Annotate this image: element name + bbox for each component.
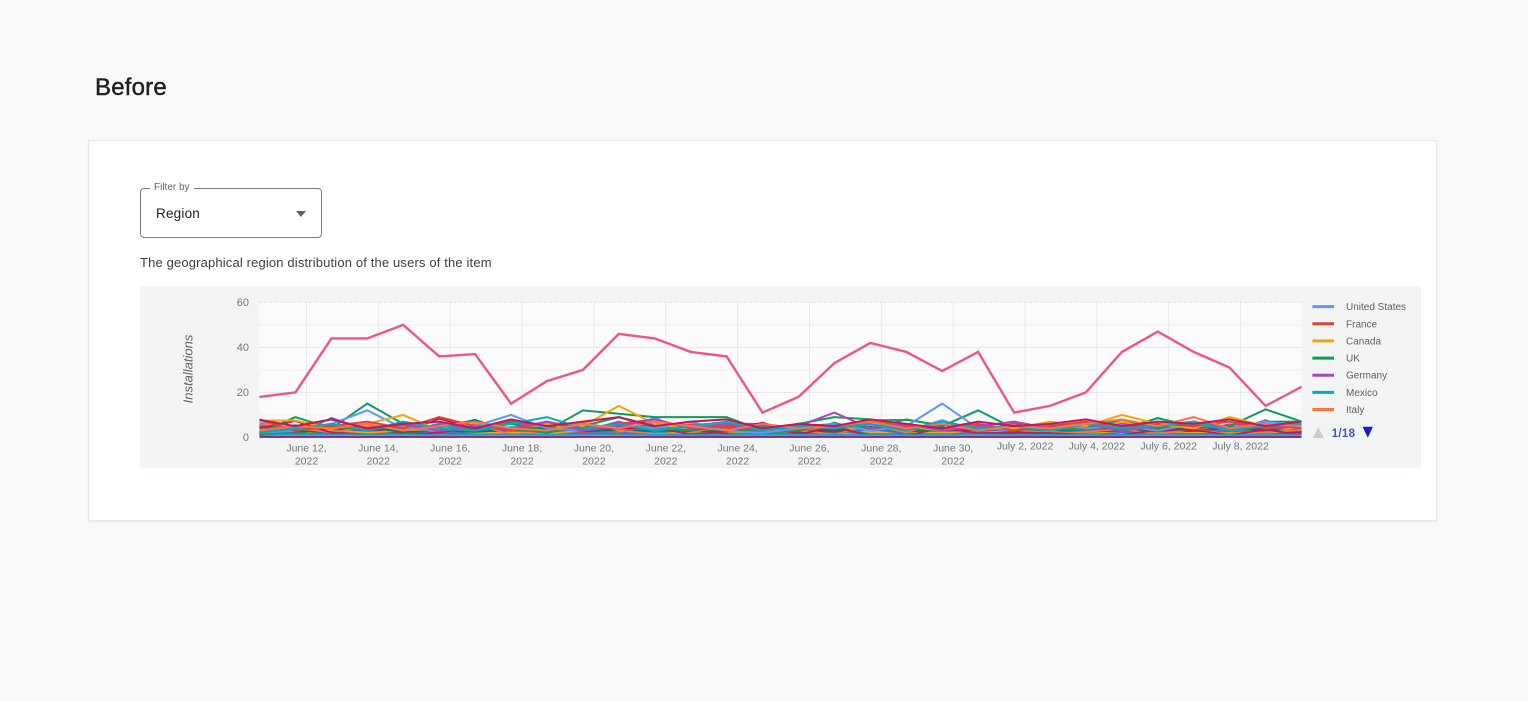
svg-text:2022: 2022 (798, 456, 822, 468)
svg-text:June 20,: June 20, (574, 443, 614, 455)
svg-text:June 14,: June 14, (358, 443, 398, 455)
svg-text:June 16,: June 16, (430, 443, 470, 455)
svg-text:1/18: 1/18 (1332, 428, 1356, 440)
svg-text:2022: 2022 (367, 456, 391, 468)
svg-text:July 8, 2022: July 8, 2022 (1212, 441, 1269, 453)
svg-text:July 6, 2022: July 6, 2022 (1140, 441, 1197, 453)
svg-text:Italy: Italy (1346, 405, 1364, 416)
svg-text:Mexico: Mexico (1346, 388, 1378, 399)
svg-text:2022: 2022 (870, 456, 894, 468)
svg-text:June 12,: June 12, (286, 443, 326, 455)
svg-text:UK: UK (1346, 354, 1360, 365)
svg-text:2022: 2022 (654, 456, 678, 468)
svg-text:Canada: Canada (1346, 336, 1381, 347)
svg-text:France: France (1346, 319, 1378, 330)
svg-text:June 30,: June 30, (933, 443, 973, 455)
svg-text:Germany: Germany (1346, 371, 1387, 382)
svg-text:June 28,: June 28, (861, 443, 901, 455)
svg-text:2022: 2022 (726, 456, 750, 468)
svg-text:June 22,: June 22, (646, 443, 686, 455)
svg-text:June 26,: June 26, (789, 443, 829, 455)
svg-text:2022: 2022 (295, 456, 319, 468)
svg-text:2022: 2022 (510, 456, 534, 468)
svg-text:2022: 2022 (582, 456, 606, 468)
svg-text:60: 60 (237, 297, 249, 309)
svg-text:20: 20 (237, 387, 249, 399)
svg-text:United States: United States (1346, 302, 1406, 313)
svg-text:June 18,: June 18, (502, 443, 542, 455)
svg-text:July 4, 2022: July 4, 2022 (1068, 441, 1125, 453)
svg-text:2022: 2022 (439, 456, 463, 468)
svg-text:July 2, 2022: July 2, 2022 (997, 441, 1054, 453)
svg-text:Installations: Installations (181, 334, 196, 403)
svg-text:40: 40 (237, 342, 249, 354)
svg-text:2022: 2022 (941, 456, 965, 468)
svg-text:0: 0 (243, 432, 249, 444)
svg-text:June 24,: June 24, (717, 443, 757, 455)
